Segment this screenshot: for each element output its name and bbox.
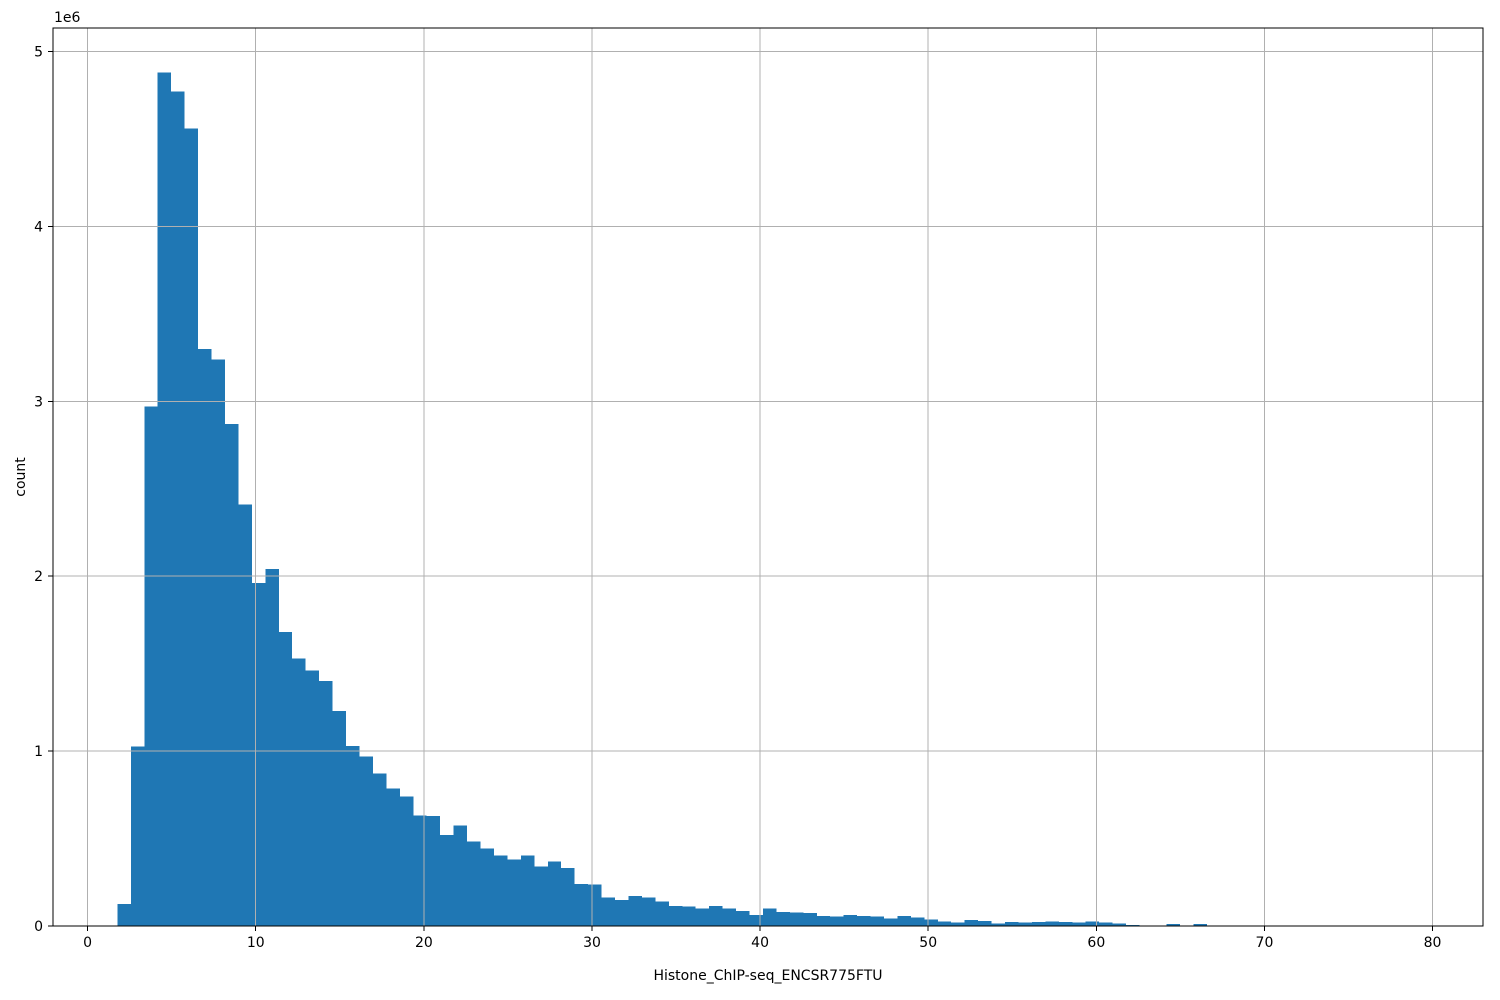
- x-tick-label: 60: [1087, 935, 1105, 951]
- x-tick-label: 80: [1424, 935, 1442, 951]
- histogram-bar: [251, 583, 266, 926]
- histogram-bar: [615, 899, 629, 926]
- histogram-bar: [467, 841, 481, 926]
- histogram-bar: [386, 788, 400, 926]
- x-axis-label: Histone_ChIP-seq_ENCSR775FTU: [653, 968, 883, 984]
- histogram-bar: [910, 917, 925, 926]
- histogram-bar: [897, 916, 911, 926]
- x-tick-label: 30: [583, 935, 601, 951]
- histogram-bar: [534, 866, 548, 926]
- histogram-bar: [937, 921, 952, 926]
- histogram-bar: [722, 908, 737, 926]
- histogram-bar: [601, 897, 616, 926]
- histogram-bar: [440, 835, 454, 926]
- histogram-bar: [198, 348, 212, 926]
- histogram-bar: [493, 855, 508, 926]
- histogram-bar: [426, 816, 441, 926]
- histogram-bar: [130, 746, 145, 926]
- histogram-bar: [224, 424, 239, 926]
- histogram-bar: [991, 923, 1006, 926]
- histogram-bar: [171, 91, 185, 927]
- histogram-bar: [399, 796, 414, 926]
- x-tick-label: 50: [919, 935, 937, 951]
- histogram-bar: [359, 756, 373, 926]
- histogram-bar: [655, 901, 669, 926]
- axes-frame: [52, 27, 1484, 927]
- histogram-bar: [278, 632, 293, 926]
- histogram-bar: [1018, 922, 1032, 926]
- histogram-bar: [561, 867, 575, 926]
- histogram-bar: [588, 884, 602, 926]
- x-tick-label: 10: [247, 935, 265, 951]
- histogram-bar: [803, 913, 817, 926]
- histogram-bar: [628, 895, 642, 926]
- histogram-bar: [184, 128, 199, 927]
- y-tick-label: 4: [34, 219, 43, 235]
- histogram-bar: [332, 710, 347, 926]
- histogram-bar: [1193, 924, 1207, 926]
- y-tick-label: 5: [34, 44, 43, 60]
- histogram-bar: [480, 848, 494, 926]
- histogram-bar: [1072, 922, 1086, 926]
- histogram-bar: [211, 359, 225, 926]
- histogram-bar: [507, 859, 521, 926]
- histogram-bar: [413, 815, 427, 926]
- histogram-bar: [843, 914, 858, 926]
- histogram-bar: [816, 916, 831, 926]
- histogram-bar: [1005, 921, 1019, 926]
- histogram-bar: [736, 910, 750, 926]
- y-tick-label: 2: [34, 569, 43, 585]
- x-tick-label: 20: [415, 935, 433, 951]
- histogram-bar: [830, 916, 844, 926]
- histogram-bar: [157, 72, 172, 926]
- x-tick-label: 70: [1256, 935, 1274, 951]
- histogram-bar: [372, 773, 387, 926]
- histogram-bar: [924, 919, 938, 926]
- histogram-bar: [453, 825, 468, 926]
- histogram-bar: [1166, 924, 1180, 926]
- x-tick-label: 0: [83, 935, 92, 951]
- histogram-bar: [978, 920, 992, 926]
- histogram-bar: [265, 569, 279, 926]
- y-axis-offset-label: 1e6: [54, 10, 81, 26]
- histogram-bar: [1058, 921, 1073, 926]
- histogram-bar: [776, 912, 790, 926]
- y-axis-label: count: [13, 457, 29, 497]
- histogram-bar: [117, 903, 131, 926]
- histogram-bar: [238, 504, 252, 926]
- histogram-bar: [346, 745, 360, 926]
- histogram-bar: [520, 855, 535, 926]
- histogram-bar: [749, 914, 763, 926]
- histogram-bar: [762, 908, 777, 926]
- histogram-bar: [641, 897, 656, 926]
- histogram-bar: [1099, 922, 1113, 926]
- histogram-bar: [1085, 921, 1100, 926]
- histogram-bar: [1045, 921, 1059, 926]
- y-tick-label: 3: [34, 394, 43, 410]
- histogram-bar: [574, 883, 589, 926]
- histogram-bar: [789, 912, 804, 926]
- histogram-bar: [668, 906, 683, 926]
- histogram-bar: [870, 916, 885, 926]
- histogram-bar: [144, 406, 158, 926]
- histogram-bar: [964, 920, 979, 926]
- histogram-bar: [709, 906, 723, 926]
- histogram-bar: [682, 906, 696, 926]
- histogram-bar: [547, 861, 562, 926]
- y-tick-label: 1: [34, 744, 43, 760]
- histogram-bar: [1112, 923, 1127, 926]
- histogram-bar: [951, 922, 965, 926]
- histogram-bar: [695, 908, 710, 926]
- histogram-bar: [305, 670, 320, 926]
- histogram-bar: [1031, 921, 1046, 926]
- histogram-bar: [884, 918, 898, 926]
- histogram-bar: [857, 916, 871, 926]
- histogram-bar: [292, 658, 306, 926]
- y-tick-label: 0: [34, 919, 43, 935]
- x-tick-label: 40: [751, 935, 769, 951]
- histogram-bar: [319, 681, 333, 926]
